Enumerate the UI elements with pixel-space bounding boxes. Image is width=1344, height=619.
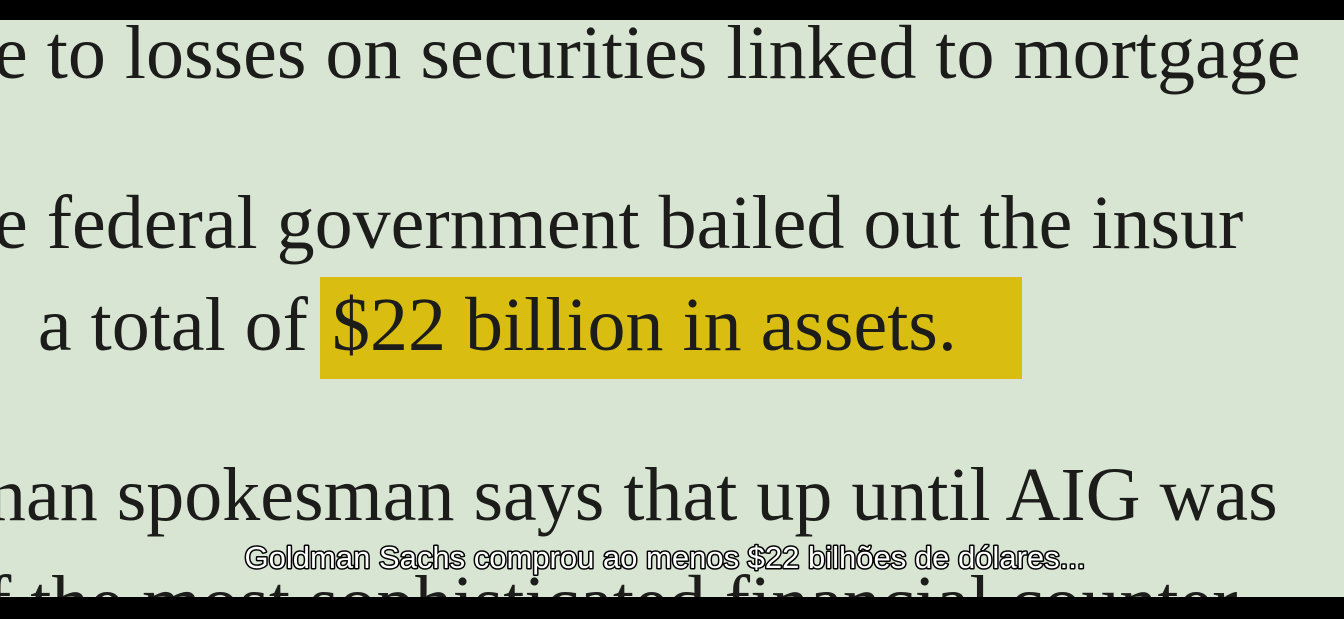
letterbox-top (0, 0, 1344, 20)
highlighted-text: $22 billion in assets. (332, 283, 957, 367)
highlight-box (320, 277, 1022, 379)
text-line: nan spokesman says that up until AIG was (0, 453, 1278, 537)
text-line: e federal government bailed out the insu… (0, 181, 1243, 265)
text-line: e to losses on securities linked to mort… (0, 11, 1301, 95)
text-line: a total of (38, 283, 309, 367)
letterbox-bottom (0, 597, 1344, 619)
subtitle: Goldman Sachs comprou ao menos $22 bilhõ… (245, 540, 1086, 575)
